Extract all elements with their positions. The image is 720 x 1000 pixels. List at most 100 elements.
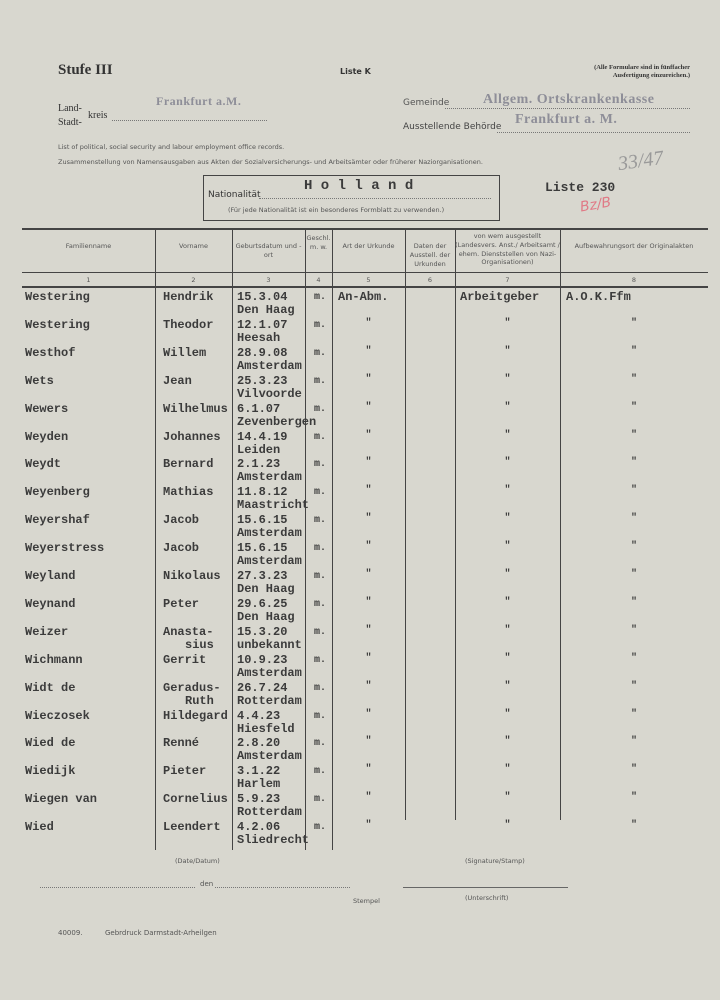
first-name-cell: Peter — [163, 596, 200, 611]
first-name-cell: Gerrit — [163, 652, 207, 667]
number-rule — [22, 286, 708, 288]
column-header: Art der Urkunde — [342, 242, 395, 250]
sex-cell: m. — [314, 710, 327, 722]
birth-date-cell: 15.3.04 — [237, 290, 288, 304]
archive-location-cell: " — [630, 624, 637, 636]
first-name-cell: Renné — [163, 736, 200, 751]
column-number: 5 — [366, 276, 371, 284]
archive-location-cell: A.O.K.Ffm — [566, 290, 631, 304]
issuer-cell: " — [504, 652, 511, 664]
surname-cell: Widt de — [25, 680, 76, 695]
issuer-cell: " — [504, 317, 511, 329]
archive-location-cell: " — [630, 345, 637, 357]
document-type-cell: " — [365, 317, 372, 329]
archive-location-cell: " — [630, 736, 637, 748]
document-type-cell: " — [365, 541, 372, 553]
birth-place-cell: unbekannt — [237, 637, 302, 652]
nationality-label: Nationalität — [208, 190, 261, 200]
birth-date-cell: 15.6.15 — [237, 541, 288, 556]
issuer-cell: " — [504, 624, 511, 636]
birth-place-cell: Den Haag — [237, 609, 295, 624]
first-name-cell: Mathias — [163, 485, 214, 500]
description-german: Zusammenstellung von Namensausgaben aus … — [58, 158, 483, 166]
archive-location-cell: " — [630, 401, 637, 413]
archive-location-cell: " — [630, 680, 637, 692]
column-divider — [305, 228, 306, 850]
column-header: Vorname — [179, 242, 208, 250]
sex-cell: m. — [314, 822, 327, 834]
surname-cell: Wiegen van — [25, 792, 98, 807]
column-header: Familienname — [65, 242, 112, 250]
sex-cell: m. — [314, 403, 327, 415]
first-name-cell: Theodor — [163, 317, 214, 332]
document-type-cell: " — [365, 485, 372, 497]
birth-date-cell: 27.3.23 — [237, 569, 288, 583]
sex-cell: m. — [314, 654, 327, 666]
document-type-cell: " — [365, 792, 372, 804]
sex-cell: m. — [314, 487, 327, 499]
birth-place-cell: Amsterdam — [237, 665, 302, 680]
document-type-cell: " — [365, 624, 372, 636]
archive-location-cell: " — [630, 764, 637, 776]
birth-place-cell: Den Haag — [237, 582, 295, 596]
behoerde-line — [497, 132, 690, 133]
nationality-box: Nationalität H o l l a n d (Für jede Nat… — [203, 175, 500, 221]
issuer-cell: " — [504, 708, 511, 720]
date-label: (Date/Datum) — [175, 857, 220, 865]
issuer-cell: " — [504, 680, 511, 692]
first-name-cell: Johannes — [163, 429, 221, 444]
place-line — [40, 887, 195, 888]
archive-location-cell: " — [630, 708, 637, 720]
issuer-cell: " — [504, 345, 511, 357]
document-type-cell: " — [365, 680, 372, 692]
birth-date-cell: 2.1.23 — [237, 457, 281, 472]
column-number: 8 — [631, 276, 637, 284]
first-name-cell: Wilhelmus — [163, 401, 228, 416]
stempel-label: Stempel — [353, 897, 380, 905]
land-label: Land- — [58, 103, 82, 114]
column-divider — [560, 228, 561, 820]
first-name-cell: Anasta- — [163, 624, 214, 639]
issuer-cell: " — [504, 764, 511, 776]
surname-cell: Wied de — [25, 736, 76, 751]
sex-cell: m. — [314, 431, 327, 443]
surname-cell: Weyland — [25, 569, 76, 583]
surname-cell: Westhof — [25, 345, 76, 360]
birth-place-cell: Sliedrecht — [237, 833, 310, 848]
issuer-cell: " — [504, 820, 511, 832]
first-name-cell: Cornelius — [163, 792, 228, 807]
first-name-cell: Hildegard — [163, 708, 228, 723]
issuer-cell: " — [504, 401, 511, 413]
column-header: Geschl. m. w. — [306, 234, 331, 251]
birth-date-cell: 14.4.19 — [237, 429, 288, 444]
first-name-cont-cell: Ruth — [185, 693, 214, 708]
column-number: 2 — [191, 276, 196, 284]
surname-cell: Weyershaf — [25, 513, 90, 528]
unterschrift-label: (Unterschrift) — [465, 894, 509, 902]
column-header: von wem ausgestellt (Landesvers. Anst./ … — [455, 232, 560, 267]
archive-location-cell: " — [630, 820, 637, 832]
first-name-cell: Jacob — [163, 513, 200, 528]
first-name-cell: Hendrik — [163, 290, 214, 304]
birth-date-cell: 26.7.24 — [237, 680, 288, 695]
birth-place-cell: Amsterdam — [237, 470, 302, 485]
first-name-cell: Pieter — [163, 764, 207, 779]
surname-cell: Weyenberg — [25, 485, 90, 500]
issuer-cell: " — [504, 429, 511, 441]
kreis-line — [112, 120, 267, 121]
birth-place-cell: Amsterdam — [237, 358, 302, 373]
surname-cell: Weyerstress — [25, 541, 105, 556]
signature-line — [403, 887, 568, 888]
gemeinde-stamp: Allgem. Ortskrankenkasse — [483, 92, 655, 107]
issuer-cell: " — [504, 485, 511, 497]
first-name-cell: Bernard — [163, 457, 214, 472]
column-number: 3 — [266, 276, 271, 284]
den-label: den — [200, 880, 214, 888]
archive-location-cell: " — [630, 569, 637, 580]
birth-date-cell: 5.9.23 — [237, 792, 281, 807]
first-name-cell: Jean — [163, 373, 192, 388]
column-number: 7 — [505, 276, 510, 284]
issuer-cell: " — [504, 569, 511, 580]
signature-stamp-label: (Signature/Stamp) — [465, 857, 525, 865]
date-line — [215, 887, 350, 888]
